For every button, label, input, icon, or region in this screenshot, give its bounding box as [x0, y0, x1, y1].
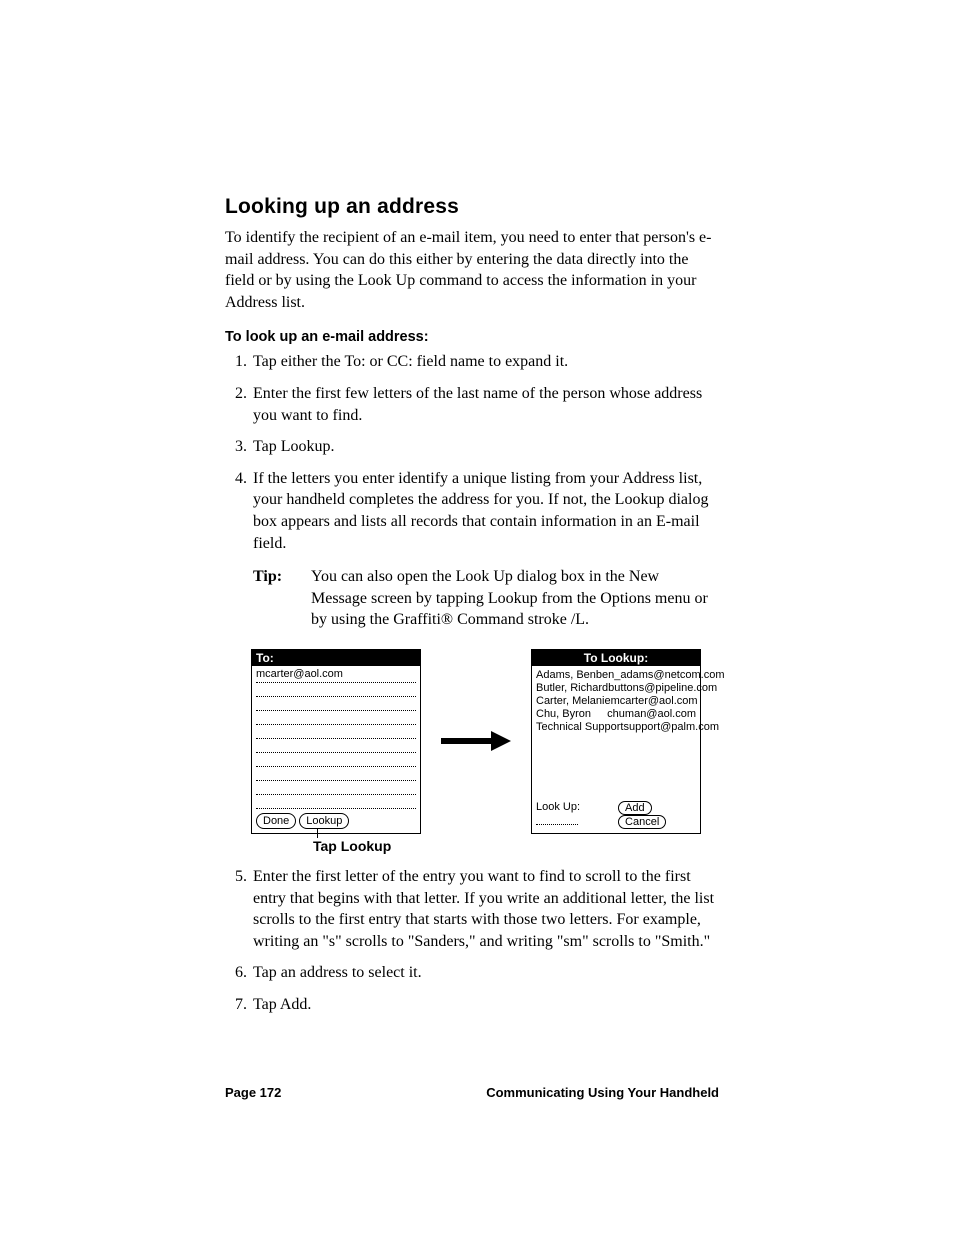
tip-block: Tip: You can also open the Look Up dialo… [253, 566, 719, 631]
lookup-name: Carter, Melanie [536, 695, 611, 708]
to-screen: To: mcarter@aol.com Done Lookup [251, 649, 421, 834]
lookup-email: ben_adams@netcom.com [596, 669, 725, 682]
to-blank-line[interactable] [256, 753, 416, 767]
chapter-title: Communicating Using Your Handheld [486, 1085, 719, 1100]
steps-list: Tap either the To: or CC: field name to … [225, 351, 719, 631]
page-footer: Page 172 Communicating Using Your Handhe… [225, 1085, 719, 1100]
lookup-row[interactable]: Adams, Ben ben_adams@netcom.com [536, 669, 696, 682]
arrow-icon [441, 729, 511, 753]
to-body: mcarter@aol.com [252, 666, 420, 811]
lookup-email: chuman@aol.com [607, 708, 696, 721]
to-blank-line[interactable] [256, 697, 416, 711]
step-5: Enter the first letter of the entry you … [251, 866, 719, 952]
lookup-email: mcarter@aol.com [611, 695, 698, 708]
lookup-button[interactable]: Lookup [299, 813, 349, 829]
figure: To: mcarter@aol.com Done Lookup [251, 649, 719, 834]
figure-caption: Tap Lookup [313, 838, 719, 854]
to-blank-line[interactable] [256, 739, 416, 753]
to-blank-line[interactable] [256, 725, 416, 739]
lookup-footer: Look Up: Add Cancel [532, 799, 700, 833]
lookup-row[interactable]: Butler, Richard buttons@pipeline.com [536, 682, 696, 695]
lookup-name: Chu, Byron [536, 708, 591, 721]
lookup-email: support@palm.com [623, 721, 719, 734]
step-1: Tap either the To: or CC: field name to … [251, 351, 719, 373]
to-footer: Done Lookup [252, 811, 420, 833]
intro-paragraph: To identify the recipient of an e-mail i… [225, 227, 719, 313]
page: Looking up an address To identify the re… [0, 0, 954, 1220]
add-button[interactable]: Add [618, 801, 652, 815]
to-blank-line[interactable] [256, 767, 416, 781]
lookup-row[interactable]: Chu, Byron chuman@aol.com [536, 708, 696, 721]
to-input-line[interactable]: mcarter@aol.com [256, 669, 416, 683]
lookup-name: Technical Support [536, 721, 623, 734]
to-titlebar: To: [252, 650, 420, 666]
step-6: Tap an address to select it. [251, 962, 719, 984]
step-4: If the letters you enter identify a uniq… [251, 468, 719, 631]
section-heading: Looking up an address [225, 195, 719, 219]
to-blank-line[interactable] [256, 781, 416, 795]
step-2: Enter the first few letters of the last … [251, 383, 719, 426]
lookup-titlebar: To Lookup: [532, 650, 700, 666]
caption-pointer [317, 828, 318, 838]
step-7: Tap Add. [251, 994, 719, 1016]
lookup-name: Adams, Ben [536, 669, 596, 682]
to-blank-line[interactable] [256, 683, 416, 697]
procedure-subhead: To look up an e-mail address: [225, 329, 719, 345]
lookup-input[interactable] [536, 813, 578, 825]
tip-text: You can also open the Look Up dialog box… [311, 566, 719, 631]
lookup-name: Butler, Richard [536, 682, 608, 695]
to-blank-line[interactable] [256, 711, 416, 725]
to-blank-line[interactable] [256, 795, 416, 809]
lookup-row[interactable]: Carter, Melanie mcarter@aol.com [536, 695, 696, 708]
lookup-input-label: Look Up: [536, 801, 615, 828]
lookup-row[interactable]: Technical Support support@palm.com [536, 721, 696, 734]
lookup-screen: To Lookup: Adams, Ben ben_adams@netcom.c… [531, 649, 701, 834]
page-number: Page 172 [225, 1085, 281, 1100]
lookup-email: buttons@pipeline.com [608, 682, 717, 695]
cancel-button[interactable]: Cancel [618, 815, 666, 829]
done-button[interactable]: Done [256, 813, 296, 829]
steps-list-continued: Enter the first letter of the entry you … [225, 866, 719, 1016]
lookup-body: Adams, Ben ben_adams@netcom.com Butler, … [532, 666, 700, 799]
step-4-text: If the letters you enter identify a uniq… [253, 470, 708, 552]
tip-label: Tip: [253, 566, 311, 631]
step-3: Tap Lookup. [251, 436, 719, 458]
